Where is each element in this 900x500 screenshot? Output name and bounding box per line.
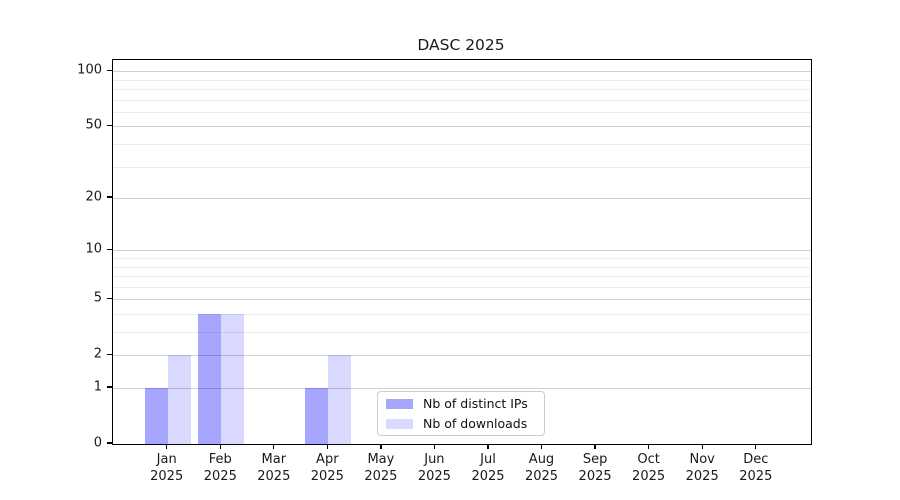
x-tick-mark — [326, 444, 328, 450]
major-gridline — [113, 198, 811, 200]
x-tick-label-jan: Jan 2025 — [150, 452, 184, 484]
y-tick-mark — [107, 69, 112, 71]
minor-gridline — [113, 258, 811, 259]
x-tick-mark — [540, 444, 543, 450]
legend-item-downloads: Nb of downloads — [386, 416, 536, 431]
legend-item-distinct-ips: Nb of distinct IPs — [386, 396, 536, 411]
minor-gridline — [113, 99, 811, 101]
minor-gridline — [113, 79, 811, 81]
minor-gridline — [113, 276, 811, 277]
x-tick-mark — [166, 444, 168, 450]
x-tick-label-dec: Dec 2025 — [739, 452, 773, 484]
y-tick-label: 50 — [85, 117, 102, 133]
x-tick-mark — [755, 444, 757, 450]
x-tick-mark — [433, 444, 436, 450]
major-gridline — [113, 355, 811, 357]
x-tick-label-jun: Jun 2025 — [417, 452, 451, 484]
legend-swatch-distinct-ips — [386, 398, 413, 409]
x-tick-label-mar: Mar 2025 — [257, 452, 291, 484]
bar-downloads-jan — [167, 355, 191, 444]
legend-label-downloads: Nb of downloads — [423, 416, 528, 431]
x-tick-mark — [647, 444, 650, 450]
y-tick-mark — [107, 353, 112, 355]
y-tick-label: 1 — [93, 379, 102, 395]
x-tick-label-nov: Nov 2025 — [685, 452, 719, 484]
bar-downloads-apr — [328, 355, 352, 444]
y-tick-label: 20 — [85, 189, 102, 205]
y-tick-label: 5 — [93, 290, 102, 306]
x-tick-mark — [273, 444, 275, 450]
y-tick-mark — [107, 386, 112, 388]
x-tick-label-feb: Feb 2025 — [203, 452, 237, 484]
minor-gridline — [113, 286, 811, 288]
x-tick-mark — [380, 444, 382, 450]
major-gridline — [113, 388, 811, 389]
x-tick-mark — [594, 444, 596, 450]
y-tick-label: 2 — [93, 346, 102, 362]
x-tick-label-jul: Jul 2025 — [471, 452, 505, 484]
x-tick-mark — [219, 444, 221, 450]
y-tick-label: 10 — [85, 241, 102, 257]
bar-distinct-ips-jan — [144, 388, 168, 444]
minor-gridline — [113, 266, 811, 268]
y-tick-label: 100 — [77, 62, 102, 78]
bar-distinct-ips-feb — [198, 314, 222, 444]
y-tick-label: 0 — [93, 435, 102, 451]
legend-label-distinct-ips: Nb of distinct IPs — [423, 396, 528, 411]
minor-gridline — [113, 111, 811, 113]
y-tick-mark — [107, 442, 112, 444]
bar-downloads-feb — [221, 314, 245, 444]
x-tick-label-apr: Apr 2025 — [310, 452, 344, 484]
minor-gridline — [113, 166, 811, 168]
x-tick-label-may: May 2025 — [364, 452, 398, 484]
major-gridline — [113, 126, 811, 128]
chart-title: DASC 2025 — [417, 36, 505, 54]
legend: Nb of distinct IPs Nb of downloads — [377, 391, 545, 436]
plot-area — [112, 59, 812, 445]
legend-swatch-downloads — [386, 418, 413, 429]
y-tick-mark — [107, 124, 112, 127]
x-tick-mark — [701, 444, 703, 450]
minor-gridline — [113, 144, 811, 145]
major-gridline — [113, 250, 811, 252]
x-tick-label-oct: Oct 2025 — [632, 452, 666, 484]
x-tick-mark — [487, 444, 489, 450]
minor-gridline — [113, 314, 811, 315]
y-tick-mark — [107, 248, 112, 250]
x-tick-label-sep: Sep 2025 — [578, 452, 612, 484]
x-tick-label-aug: Aug 2025 — [524, 452, 559, 484]
major-gridline — [113, 71, 811, 73]
major-gridline — [113, 299, 811, 301]
bar-distinct-ips-apr — [305, 388, 329, 444]
y-tick-mark — [107, 297, 112, 299]
minor-gridline — [113, 89, 811, 90]
minor-gridline — [113, 332, 811, 333]
y-tick-mark — [107, 196, 112, 198]
